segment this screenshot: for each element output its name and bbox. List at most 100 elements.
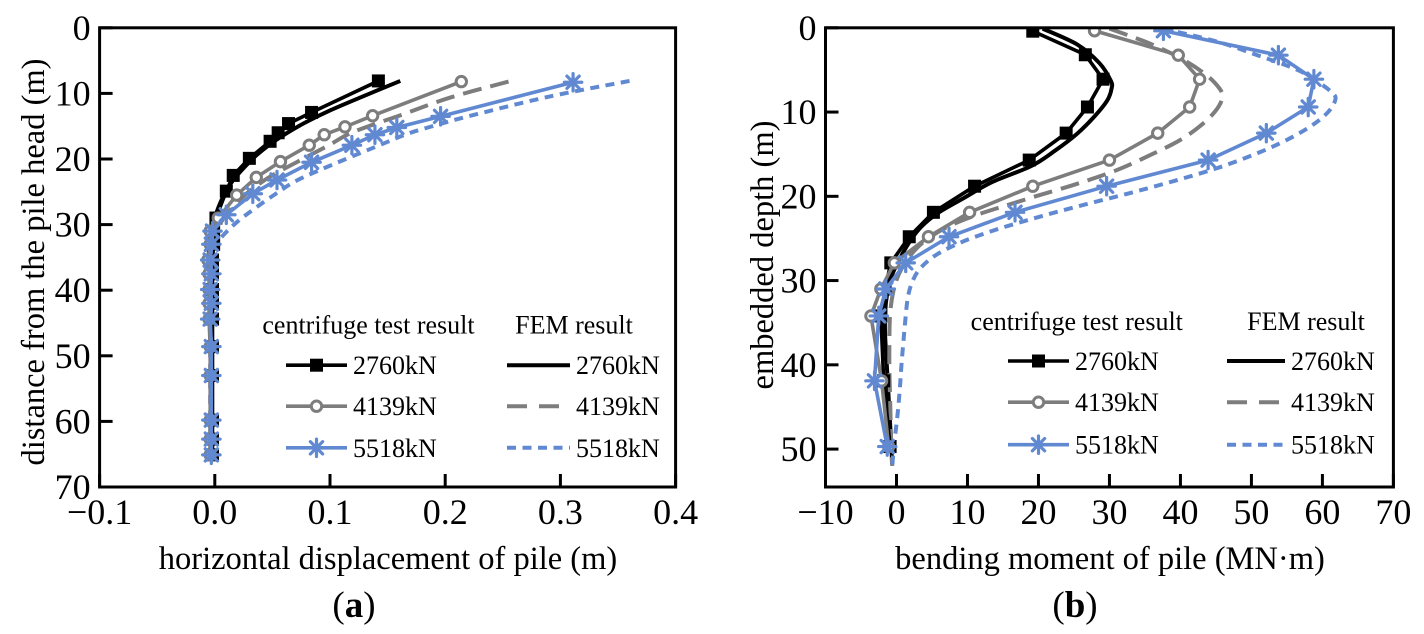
circle-marker — [962, 205, 977, 220]
panel-paren: ( — [1052, 585, 1065, 626]
asterisk-marker — [201, 409, 222, 431]
asterisk-marker — [201, 444, 222, 466]
circle-marker — [1182, 100, 1197, 114]
y-tick-label: 50 — [781, 429, 817, 469]
circle-marker — [1102, 153, 1117, 167]
square-marker — [1059, 126, 1073, 140]
x-tick-label: 60 — [1304, 492, 1340, 532]
legend-entry-label: 2760kN — [1075, 347, 1159, 376]
plot-frame — [98, 26, 678, 489]
square-marker — [305, 105, 319, 119]
y-axis-title-b: embedded depth (m) — [745, 120, 781, 390]
legend-header: FEM result — [515, 311, 634, 340]
series-line-FEM-result-5518kN — [206, 78, 630, 458]
legend-entry-label: 2760kN — [1291, 347, 1375, 376]
asterisk-marker — [876, 436, 898, 457]
asterisk-marker — [201, 263, 222, 285]
asterisk-marker — [895, 252, 917, 274]
asterisk-marker — [1004, 202, 1026, 223]
tick-labels: −0.1 0.0 0.1 0.2 0.3 0.4 0 10 20 30 40 50 60 70 — [55, 8, 698, 532]
square-marker — [371, 74, 385, 88]
x-tick-label: 30 — [1091, 492, 1127, 532]
asterisk-marker — [242, 183, 264, 205]
legend: centrifuge test result FEM result 2760kN 41… — [262, 311, 660, 463]
asterisk-marker — [201, 293, 222, 314]
legend-circle-marker — [1031, 395, 1046, 409]
legend-entry-label: 5518kN — [1291, 431, 1375, 460]
y-tick-label: 0 — [73, 8, 91, 48]
legend: centrifuge test result FEM result 2760kN 41… — [971, 307, 1375, 460]
square-marker — [902, 230, 916, 244]
circle-marker — [1192, 72, 1207, 86]
y-tick-label: 10 — [781, 92, 817, 132]
x-tick-label: 40 — [1162, 492, 1198, 532]
legend-entry-label: 5518kN — [576, 434, 660, 463]
legend-entry-label: 2760kN — [576, 351, 660, 380]
x-tick-label: 50 — [1233, 492, 1269, 532]
asterisk-marker — [1297, 96, 1319, 118]
asterisk-marker — [1096, 175, 1117, 197]
plot-area-series — [199, 71, 630, 466]
y-tick-label: 10 — [55, 73, 91, 113]
y-tick-label: 30 — [55, 205, 91, 245]
x-tick-label: 0.2 — [423, 492, 468, 532]
legend-entry-label: 4139kN — [353, 392, 437, 421]
circle-marker — [365, 109, 380, 123]
circle-marker — [454, 74, 469, 89]
panel-paren: ) — [363, 585, 376, 626]
y-tick-label: 60 — [55, 401, 91, 441]
series-line-FEM-result-4139kN — [887, 27, 1225, 467]
x-tick-label: 20 — [1020, 492, 1056, 532]
plot-area-series — [864, 27, 1338, 469]
y-axis-title-a: distance from the pile head (m) — [16, 58, 52, 466]
legend-asterisk-marker — [306, 437, 327, 459]
asterisk-marker — [875, 278, 897, 300]
circle-marker — [1151, 126, 1165, 140]
square-marker — [263, 134, 277, 148]
x-tick-label: 70 — [1375, 492, 1411, 532]
legend-entry-label: 4139kN — [1291, 388, 1375, 417]
asterisk-marker — [868, 305, 890, 327]
series-line-FEM-result-5518kN — [890, 27, 1338, 469]
x-tick-label: 10 — [949, 492, 985, 532]
square-marker — [226, 168, 240, 182]
panel-letter: b — [1064, 585, 1086, 626]
x-tick-label: 0.3 — [538, 492, 583, 532]
x-tick-label: −10 — [797, 492, 853, 532]
square-marker — [1096, 72, 1110, 86]
panel-paren: ) — [1085, 585, 1098, 626]
circle-marker — [1087, 27, 1102, 38]
plot-frame — [824, 26, 1395, 489]
x-tick-label: 0.4 — [653, 492, 698, 532]
legend-entry-label: 5518kN — [353, 434, 437, 463]
panel-letter: a — [344, 585, 364, 626]
circle-marker — [273, 154, 288, 169]
square-marker — [1080, 100, 1094, 114]
square-marker — [1026, 27, 1040, 38]
asterisk-marker — [430, 106, 451, 127]
circle-marker — [338, 120, 352, 134]
y-tick-label: 20 — [55, 139, 91, 179]
y-tick-label: 70 — [55, 467, 91, 507]
legend-entry-label: 4139kN — [576, 392, 660, 421]
circle-marker — [1171, 48, 1186, 62]
asterisk-marker — [201, 365, 222, 386]
panel-paren: ( — [332, 585, 345, 626]
legend-circle-marker — [309, 399, 324, 413]
legend-header: FEM result — [1247, 307, 1366, 336]
legend-square-marker — [310, 358, 323, 372]
x-axis-title-b: bending moment of pile (MN·m) — [895, 541, 1325, 577]
circle-marker — [249, 170, 263, 185]
series-markers-5518kN — [864, 27, 1325, 457]
tick-labels: −10 0 10 20 30 40 50 60 70 0 10 20 30 40 50 — [781, 8, 1412, 532]
asterisk-marker — [1303, 68, 1325, 90]
asterisk-marker — [1268, 44, 1289, 66]
legend-asterisk-marker — [1028, 434, 1049, 455]
x-tick-label: −0.1 — [67, 492, 132, 532]
circle-marker — [1026, 179, 1040, 193]
y-tick-label: 40 — [781, 345, 817, 385]
asterisk-marker — [562, 71, 584, 93]
legend-entry-label: 5518kN — [1075, 431, 1159, 460]
legend-header: centrifuge test result — [971, 307, 1184, 336]
